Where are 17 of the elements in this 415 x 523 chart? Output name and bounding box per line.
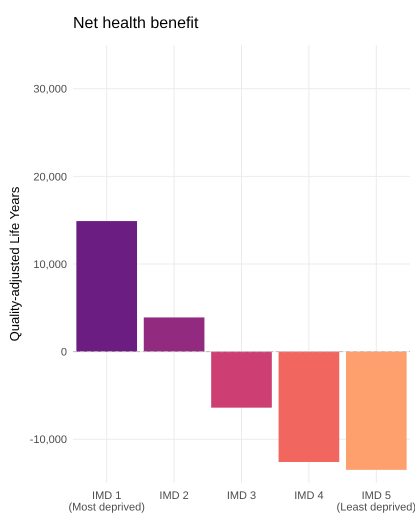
x-tick-label: IMD 1 (Most deprived) <box>68 490 145 514</box>
y-tick-label: 20,000 <box>33 171 67 184</box>
x-tick-label: IMD 4 <box>294 490 324 502</box>
bar <box>144 317 204 352</box>
bar <box>211 352 272 408</box>
bar <box>278 352 340 462</box>
bar <box>76 221 138 352</box>
x-tick-label: IMD 5 (Least deprived) <box>336 490 415 514</box>
y-tick-label: -10,000 <box>30 434 67 446</box>
x-tick-label: IMD 3 <box>226 490 256 502</box>
y-tick-label: 0 <box>60 346 67 358</box>
bar <box>346 352 407 470</box>
y-tick-label: 30,000 <box>33 84 67 96</box>
x-tick-label: IMD 2 <box>159 490 189 502</box>
y-axis-title: Quality-adjusted Life Years <box>7 186 22 342</box>
chart-title: Net health benefit <box>73 15 199 32</box>
y-tick-label: 10,000 <box>33 258 67 271</box>
